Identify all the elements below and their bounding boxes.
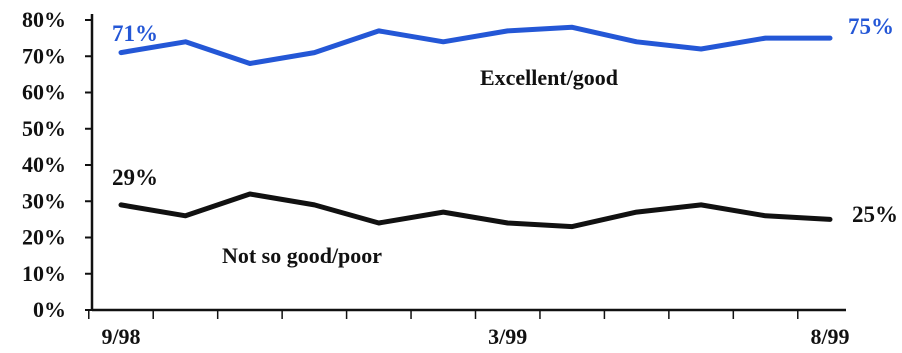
- series-line-excellent-good: [118, 24, 833, 66]
- series-label-not-so-good-poor: Not so good/poor: [222, 243, 382, 268]
- x-tick-label: 9/98: [101, 324, 140, 349]
- y-tick-label: 30%: [22, 188, 66, 213]
- x-axis-ticks: 9/98 3/99 8/99: [88, 310, 850, 349]
- y-tick-label: 20%: [22, 225, 66, 250]
- y-tick-label: 40%: [22, 152, 66, 177]
- x-tick-label: 8/99: [810, 324, 849, 349]
- y-tick-label: 0%: [33, 297, 66, 322]
- data-label-excellent-good-end: 75%: [848, 14, 894, 39]
- data-label-not-so-good-poor-start: 29%: [112, 165, 158, 190]
- data-label-excellent-good-start: 71%: [112, 21, 158, 46]
- axes: [90, 14, 846, 312]
- y-tick-label: 10%: [22, 261, 66, 286]
- series-label-excellent-good: Excellent/good: [480, 65, 618, 90]
- series-line-not-so-good-poor: [118, 191, 833, 230]
- labels-layer: Excellent/good Not so good/poor 71% 75% 29% 2…: [112, 14, 898, 268]
- y-tick-label: 80%: [22, 7, 66, 32]
- x-tick-label: 3/99: [488, 324, 527, 349]
- y-tick-label: 70%: [22, 43, 66, 68]
- y-tick-label: 60%: [22, 80, 66, 105]
- y-tick-label: 50%: [22, 116, 66, 141]
- data-label-not-so-good-poor-end: 25%: [852, 202, 898, 227]
- series-layer: [118, 24, 833, 230]
- y-axis-ticks: 0% 10% 20% 30% 40% 50% 60% 70% 80%: [22, 7, 92, 322]
